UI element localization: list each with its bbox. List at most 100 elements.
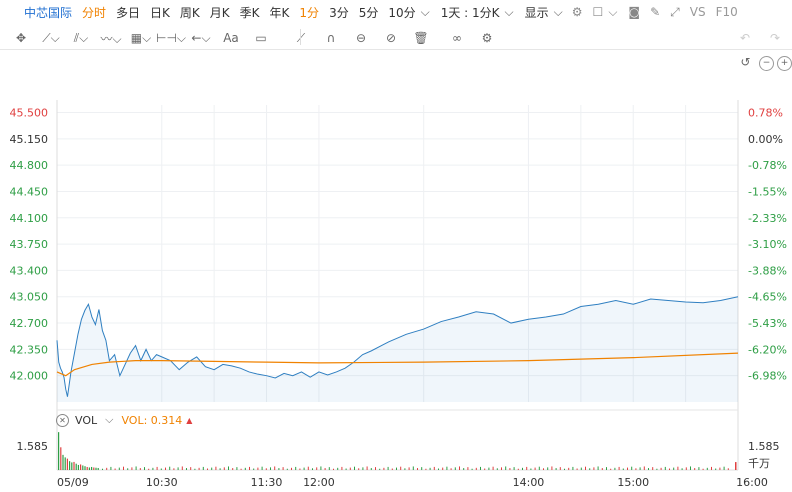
zoom-out-icon[interactable]: − xyxy=(759,56,774,71)
chevron-down-icon[interactable]: ⌵ xyxy=(420,4,430,19)
crosshair-move-icon[interactable]: ✥ xyxy=(15,31,27,45)
percent-tick-label: -1.55% xyxy=(748,185,787,198)
pencil-icon[interactable]: ✎ xyxy=(650,5,661,19)
volume-bar xyxy=(282,467,284,470)
price-tick-label: 44.800 xyxy=(10,159,49,172)
tab-3min[interactable]: 3分 xyxy=(329,5,349,20)
volume-bar xyxy=(446,466,448,470)
volume-bar xyxy=(215,466,217,470)
square-icon[interactable]: ☐ xyxy=(592,5,604,19)
volume-axis-label: 1.585 xyxy=(17,440,49,453)
volume-bar xyxy=(429,467,431,470)
volume-bar xyxy=(635,468,637,470)
chevron-down-icon[interactable]: ⌵ xyxy=(504,4,514,19)
volume-bar xyxy=(236,467,238,470)
volume-bar xyxy=(249,466,250,470)
volume-bar xyxy=(181,466,183,470)
volume-bar xyxy=(299,468,301,470)
volume-bar xyxy=(660,467,662,470)
price-tick-label: 44.100 xyxy=(10,212,49,225)
tab-10min[interactable]: 10分 xyxy=(388,5,416,20)
chevron-down-icon[interactable]: ⌵ xyxy=(105,413,114,426)
volume-bar xyxy=(240,468,242,470)
volume-bar xyxy=(631,466,633,470)
volume-bar xyxy=(459,466,460,470)
volume-bar xyxy=(257,467,259,470)
volume-bar xyxy=(702,468,704,470)
volume-bar xyxy=(97,467,99,470)
volume-bar xyxy=(727,468,729,470)
lock-icon[interactable]: ⊖ xyxy=(355,31,367,45)
fib-tool-icon[interactable]: ▦⌵ xyxy=(130,30,152,45)
volume-bar xyxy=(471,468,473,470)
channel-tool-icon[interactable]: ⫽⌵ xyxy=(73,30,89,45)
volume-bar xyxy=(442,467,444,470)
percent-tick-label: -2.33% xyxy=(748,212,787,225)
tab-month-k[interactable]: 月K xyxy=(209,5,230,20)
volume-bar xyxy=(580,467,582,470)
zoom-in-icon[interactable]: + xyxy=(777,56,792,71)
volume-bar xyxy=(543,468,544,470)
trash-icon[interactable]: 🗑 xyxy=(413,31,429,45)
volume-bar xyxy=(509,468,511,470)
tab-multi-day[interactable]: 多日 xyxy=(116,5,141,20)
reset-icon[interactable]: ↺ xyxy=(740,55,751,69)
text-tool-icon[interactable]: Aa xyxy=(223,31,239,45)
tab-season-k[interactable]: 季K xyxy=(239,5,260,20)
undo-icon[interactable]: ↶ xyxy=(739,31,751,45)
line-tool-icon[interactable]: ⟋⌵ xyxy=(42,30,60,45)
fullscreen-icon[interactable]: ⤢ xyxy=(670,4,680,19)
volume-bar xyxy=(69,461,71,470)
volume-bar xyxy=(690,466,691,470)
volume-bar xyxy=(202,466,204,470)
volume-bar xyxy=(648,468,649,470)
hide-icon[interactable]: ⊘ xyxy=(385,31,397,45)
tab-fenshi[interactable]: 分时 xyxy=(82,5,107,20)
volume-bar xyxy=(551,466,553,470)
chevron-down-icon[interactable]: ⌵ xyxy=(553,4,563,19)
tab-1min[interactable]: 1分 xyxy=(299,5,320,20)
volume-bar xyxy=(555,468,557,470)
arrow-tool-icon[interactable]: ←⌵ xyxy=(191,30,211,45)
price-tick-label: 45.150 xyxy=(10,133,49,146)
volume-bar xyxy=(58,432,60,470)
redo-icon[interactable]: ↷ xyxy=(769,31,781,45)
tab-year-k[interactable]: 年K xyxy=(269,5,290,20)
stock-name[interactable]: 中芯国际 xyxy=(24,5,73,20)
camera-icon[interactable]: ◙ xyxy=(628,5,641,19)
volume-bar xyxy=(664,466,666,470)
display-menu[interactable]: 显示 xyxy=(524,5,549,20)
settings-icon[interactable]: ⚙ xyxy=(481,31,493,45)
chevron-down-icon[interactable]: ⌵ xyxy=(608,4,618,19)
volume-bar xyxy=(295,466,297,470)
magnet-icon[interactable]: ∩ xyxy=(326,31,336,45)
volume-bar xyxy=(463,468,465,470)
interval-selector[interactable]: 1天 : 1分K xyxy=(440,5,500,20)
link-icon[interactable]: ∞ xyxy=(452,31,462,45)
gear-icon[interactable]: ⚙ xyxy=(571,5,583,19)
percent-axis: 0.78% 0.00% -0.78% -1.55% -2.33% -3.10% -3.88%… xyxy=(748,107,787,383)
volume-bar xyxy=(66,458,68,470)
volume-unit-label: 千万 xyxy=(748,457,770,470)
vs-button[interactable]: VS xyxy=(689,5,706,19)
volume-bar xyxy=(274,466,276,470)
f10-button[interactable]: F10 xyxy=(715,5,738,19)
volume-bar xyxy=(286,468,288,470)
volume-bar xyxy=(614,467,616,470)
measure-tool-icon[interactable]: ⊢⊣⌵ xyxy=(156,30,187,45)
volume-bar xyxy=(102,468,103,470)
close-icon[interactable]: ✕ xyxy=(56,413,69,427)
volume-bar xyxy=(673,467,675,470)
wave-tool-icon[interactable]: 〰⌵ xyxy=(100,31,122,46)
tab-day-k[interactable]: 日K xyxy=(150,5,170,20)
tab-5min[interactable]: 5分 xyxy=(358,5,379,20)
comment-icon[interactable]: ▭ xyxy=(255,31,267,45)
volume-bar xyxy=(110,466,112,470)
volume-bar xyxy=(156,466,158,470)
volume-bar xyxy=(73,461,75,470)
price-tick-label: 44.450 xyxy=(10,185,49,198)
ruler-icon[interactable]: ⟋ xyxy=(296,30,306,45)
volume-bar xyxy=(484,468,486,470)
volume-bar xyxy=(82,465,84,470)
tab-week-k[interactable]: 周K xyxy=(179,5,200,20)
